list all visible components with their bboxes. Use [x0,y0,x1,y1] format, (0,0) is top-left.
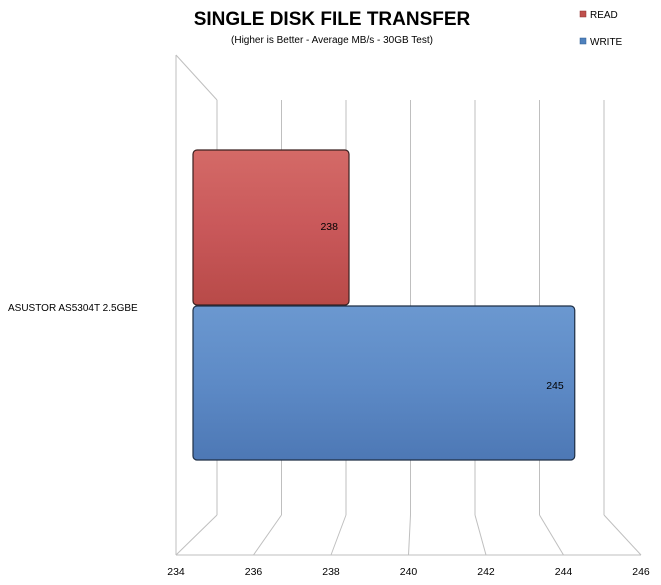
x-tick-label: 244 [555,566,573,578]
floor-gridline-246 [603,514,642,556]
floor-gridline-238 [330,514,347,556]
x-tick-labels: 234 236 238 240 242 244 246 [167,566,650,578]
legend-label-read: READ [590,10,618,21]
floor-gridline-236 [253,514,282,556]
bars [192,149,576,461]
floor-gridline-234 [175,514,218,556]
x-tick-label: 238 [322,566,340,578]
x-tick-label: 246 [632,566,650,578]
chart-subtitle: (Higher is Better - Average MB/s - 30GB … [231,35,433,46]
floor-gridline-242 [474,514,487,556]
chart-title: SINGLE DISK FILE TRANSFER [194,9,471,30]
x-tick-label: 236 [245,566,263,578]
bar-write [192,305,576,461]
x-tick-label: 240 [400,566,418,578]
legend-swatch-read [579,10,587,18]
data-label-read: 238 [320,221,338,233]
category-label: ASUSTOR AS5304T 2.5GBE [8,303,138,314]
x-tick-label: 242 [477,566,495,578]
floor-gridline-244 [539,514,564,556]
legend-swatch-write [579,37,587,45]
bar-read [192,149,350,306]
legend-label-write: WRITE [590,37,623,48]
top-depth-edge [175,54,218,101]
floor-gridline-240 [408,514,411,556]
x-tick-label: 234 [167,566,185,578]
data-label-write: 245 [546,380,564,392]
